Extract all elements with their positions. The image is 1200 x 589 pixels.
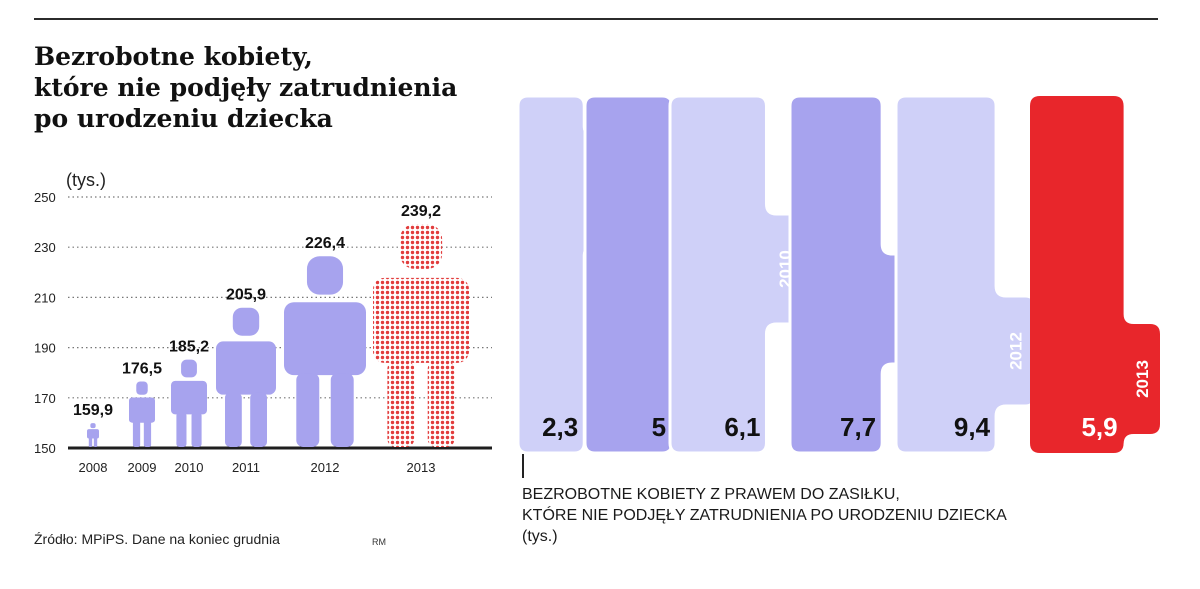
figure-2010: [171, 359, 207, 447]
figure-body: [216, 341, 276, 395]
author-mark: RM: [372, 537, 386, 547]
source-note: Źródło: MPiPS. Dane na koniec grudnia: [34, 531, 280, 547]
value-label: 239,2: [401, 203, 441, 220]
figure-head: [90, 423, 96, 429]
year-label: 2012: [1007, 332, 1026, 370]
figure-head: [399, 224, 443, 269]
title-line-3: po urodzeniu dziecka: [34, 104, 333, 133]
x-tick-label: 2012: [311, 460, 340, 475]
value-label: 185,2: [169, 339, 209, 356]
figure-2013: [373, 224, 469, 447]
figure-body: [284, 302, 366, 376]
y-unit-label: (tys.): [66, 170, 106, 190]
caption-line-1: BEZROBOTNE KOBIETY Z PRAWEM DO ZASIŁKU,: [522, 486, 900, 503]
figure-leg: [427, 360, 455, 447]
figure-body: [87, 429, 99, 439]
figure-leg: [191, 412, 202, 447]
x-tick-label: 2013: [407, 460, 436, 475]
value-label: 159,9: [73, 402, 113, 419]
x-tick-label: 2010: [175, 460, 204, 475]
figure-leg: [387, 360, 415, 447]
figure-body: [373, 277, 469, 363]
figure-leg: [176, 412, 187, 447]
figure-leg: [132, 420, 141, 447]
value-label: 176,5: [122, 360, 162, 377]
x-tick-label: 2011: [232, 460, 260, 475]
figure-2009: [129, 381, 155, 447]
folder-shape: [894, 94, 1037, 455]
pictogram-chart: (tys.) 150 170 190 210 230 250 159,9 2008 176,5 20…: [34, 170, 492, 475]
y-tick-label: 170: [34, 391, 56, 406]
figure-2012: [284, 256, 366, 447]
tab-chart-caption: BEZROBOTNE KOBIETY Z PRAWEM DO ZASIŁKU, …: [522, 484, 1007, 547]
figure-leg: [93, 436, 98, 447]
value-label: 9,4: [954, 412, 991, 442]
title-line-1: Bezrobotne kobiety,: [34, 42, 313, 71]
y-tick-label: 150: [34, 441, 56, 456]
value-label: 6,1: [724, 412, 760, 442]
value-label: 7,7: [840, 412, 876, 442]
title-line-2: które nie podjęły zatrudnienia: [34, 73, 458, 102]
chart-title: Bezrobotne kobiety, które nie podjęły za…: [34, 41, 504, 134]
figure-head: [232, 307, 260, 336]
value-label: 5,9: [1081, 412, 1117, 442]
value-label: 205,9: [226, 287, 266, 304]
figure-body: [171, 380, 207, 415]
caption-marker: [522, 454, 524, 478]
figure-leg: [225, 392, 242, 447]
x-tick-label: 2008: [79, 460, 108, 475]
figure-2011: [216, 307, 276, 447]
figure-head: [181, 359, 197, 378]
value-label: 5: [652, 412, 666, 442]
folder-tab-2011: 20117,7: [788, 94, 920, 455]
y-tick-label: 250: [34, 190, 56, 205]
figure-leg: [143, 420, 152, 447]
caption-line-2: KTÓRE NIE PODJĘŁY ZATRUDNIENIA PO URODZE…: [522, 507, 1007, 524]
folder-tab-2013: 2013 5,9: [1030, 96, 1160, 453]
top-rule: [34, 18, 1158, 20]
figure-head: [306, 256, 344, 295]
year-label: 2013: [1133, 360, 1152, 398]
y-tick-label: 210: [34, 290, 56, 305]
y-tick-label: 190: [34, 341, 56, 356]
caption-unit: (tys.): [522, 528, 558, 545]
figure-body: [129, 397, 155, 423]
value-label: 226,4: [305, 235, 345, 252]
figure-leg: [250, 392, 267, 447]
value-label: 2,3: [542, 412, 578, 442]
figure-leg: [330, 373, 354, 447]
y-tick-label: 230: [34, 240, 56, 255]
folder-tab-2012: 2012 9,4: [894, 94, 1037, 455]
x-tick-label: 2009: [128, 460, 157, 475]
figure-2008: [87, 423, 99, 447]
folder-shape: [1030, 96, 1160, 453]
figure-leg: [296, 373, 320, 447]
figure-leg: [88, 436, 93, 447]
figure-head: [136, 381, 148, 395]
